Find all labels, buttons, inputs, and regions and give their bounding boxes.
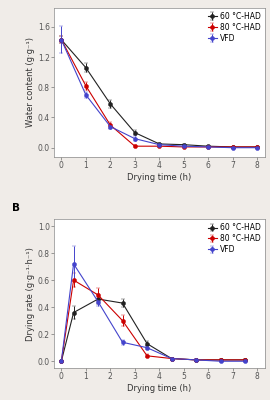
X-axis label: Drying time (h): Drying time (h) — [127, 173, 191, 182]
Legend: 60 °C-HAD, 80 °C-HAD, VFD: 60 °C-HAD, 80 °C-HAD, VFD — [206, 222, 262, 256]
Y-axis label: Water content (g·g⁻¹): Water content (g·g⁻¹) — [26, 37, 35, 127]
Y-axis label: Drying rate (g·g⁻¹·h⁻¹): Drying rate (g·g⁻¹·h⁻¹) — [26, 247, 35, 340]
X-axis label: Drying time (h): Drying time (h) — [127, 384, 191, 393]
Text: A: A — [12, 0, 20, 2]
Text: B: B — [12, 203, 20, 213]
Legend: 60 °C-HAD, 80 °C-HAD, VFD: 60 °C-HAD, 80 °C-HAD, VFD — [206, 10, 262, 44]
